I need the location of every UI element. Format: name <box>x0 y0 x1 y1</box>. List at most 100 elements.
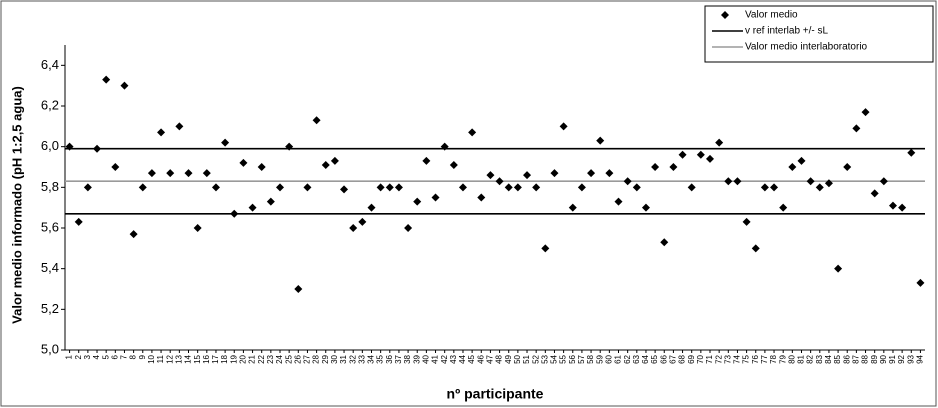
x-tick-label: 25 <box>284 354 293 363</box>
data-point <box>120 81 129 90</box>
x-tick-label: 27 <box>303 354 312 363</box>
legend-label: Valor medio <box>745 10 798 21</box>
data-point <box>797 156 806 165</box>
data-point <box>898 203 907 212</box>
data-point <box>102 75 111 84</box>
x-tick-label: 28 <box>312 354 321 363</box>
x-tick-label: 26 <box>293 354 302 363</box>
x-tick-label: 34 <box>367 354 376 363</box>
x-tick-label: 46 <box>476 354 485 363</box>
data-point <box>623 177 632 186</box>
x-tick-label: 53 <box>540 354 549 363</box>
x-tick-label: 51 <box>522 354 531 363</box>
data-point <box>449 160 458 169</box>
data-point <box>83 183 92 192</box>
x-tick-label: 80 <box>787 354 796 363</box>
x-tick-label: 77 <box>760 354 769 363</box>
x-tick-label: 50 <box>513 354 522 363</box>
x-tick-label: 92 <box>897 354 906 363</box>
data-point <box>861 108 870 117</box>
data-point <box>193 224 202 232</box>
data-point <box>111 163 120 171</box>
x-tick-label: 14 <box>184 354 193 363</box>
x-tick-label: 87 <box>851 354 860 363</box>
y-tick-label: 5,8 <box>41 179 59 194</box>
data-point <box>596 136 605 145</box>
x-tick-label: 17 <box>211 354 220 363</box>
data-point <box>687 183 696 192</box>
x-tick-label: 48 <box>495 354 504 363</box>
data-point <box>605 169 614 178</box>
data-point <box>294 285 303 293</box>
x-tick-label: 29 <box>321 354 330 363</box>
data-point <box>660 238 669 247</box>
x-tick-label: 10 <box>147 354 156 363</box>
data-point <box>532 183 541 192</box>
data-point <box>715 138 724 147</box>
x-tick-label: 37 <box>394 354 403 363</box>
x-tick-label: 31 <box>339 354 348 363</box>
legend-marker <box>721 11 729 19</box>
y-tick-label: 6,0 <box>41 138 59 153</box>
data-point <box>458 183 467 192</box>
x-tick-label: 63 <box>632 354 641 363</box>
data-point <box>879 177 888 186</box>
x-tick-label: 23 <box>266 354 275 363</box>
data-point <box>202 169 211 178</box>
x-tick-label: 49 <box>504 354 513 363</box>
x-tick-label: 71 <box>705 354 714 363</box>
data-point <box>74 217 83 226</box>
x-tick-label: 15 <box>193 354 202 363</box>
legend-label: Valor medio interlaboratorio <box>745 42 868 53</box>
data-point <box>706 154 714 163</box>
data-point <box>641 203 650 212</box>
x-tick-label: 89 <box>870 354 879 363</box>
data-point <box>587 169 596 178</box>
data-point <box>651 163 660 171</box>
x-tick-label: 16 <box>202 354 211 363</box>
data-point <box>376 183 385 192</box>
x-tick-label: 91 <box>888 354 897 363</box>
data-point <box>468 128 477 137</box>
data-point <box>614 197 623 206</box>
x-tick-label: 52 <box>531 354 540 363</box>
data-point <box>760 183 769 192</box>
data-point <box>257 163 266 171</box>
x-tick-label: 45 <box>467 354 476 363</box>
x-tick-label: 1 <box>65 354 74 359</box>
x-tick-label: 42 <box>440 354 449 363</box>
data-point <box>230 209 239 218</box>
data-point <box>285 142 294 151</box>
x-tick-label: 4 <box>92 354 101 359</box>
data-point <box>577 183 586 192</box>
x-tick-label: 11 <box>156 354 165 363</box>
data-point <box>770 183 779 192</box>
x-tick-label: 41 <box>431 354 440 363</box>
x-tick-label: 2 <box>74 354 83 359</box>
x-tick-label: 72 <box>714 354 723 363</box>
data-point <box>504 183 513 192</box>
data-point <box>404 224 413 232</box>
y-axis-title: Valor medio informado (pH 1:2,5 agua) <box>9 86 24 324</box>
data-point <box>349 224 358 232</box>
data-point <box>129 230 138 239</box>
x-tick-label: 40 <box>421 354 430 363</box>
data-point <box>824 179 833 188</box>
x-tick-label: 59 <box>595 354 604 363</box>
data-point <box>541 244 550 253</box>
data-point <box>266 197 275 206</box>
data-point <box>184 169 193 178</box>
data-point <box>843 163 852 171</box>
x-tick-label: 88 <box>861 354 870 363</box>
x-tick-label: 83 <box>815 354 824 363</box>
x-tick-label: 19 <box>229 354 238 363</box>
y-tick-label: 6,2 <box>41 97 59 112</box>
x-tick-label: 21 <box>248 354 257 363</box>
x-tick-label: 66 <box>659 354 668 363</box>
x-tick-label: 24 <box>275 354 284 363</box>
y-tick-label: 5,4 <box>41 260 59 275</box>
data-point <box>486 171 495 180</box>
data-point <box>221 138 230 147</box>
